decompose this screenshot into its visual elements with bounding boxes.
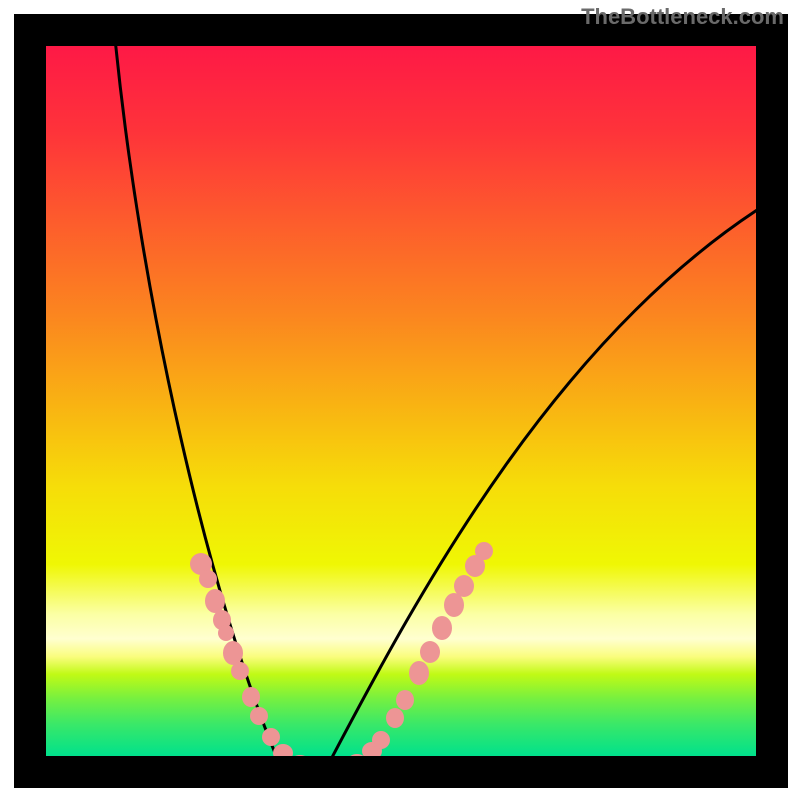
data-dot <box>205 589 225 613</box>
data-dot <box>386 708 404 728</box>
data-dot <box>199 570 217 588</box>
gradient-background <box>46 46 756 756</box>
watermark-text: TheBottleneck.com <box>581 4 784 30</box>
chart-container: { "watermark": { "text": "TheBottleneck.… <box>0 0 800 800</box>
data-dot <box>231 662 249 680</box>
data-dot <box>223 641 243 665</box>
data-dot <box>250 707 268 725</box>
bottleneck-chart <box>0 0 800 800</box>
data-dot <box>372 731 390 749</box>
data-dot <box>454 575 474 597</box>
data-dot <box>475 542 493 560</box>
data-dot <box>420 641 440 663</box>
data-dot <box>444 593 464 617</box>
plot-area <box>30 28 776 773</box>
data-dot <box>242 687 260 707</box>
data-dot <box>409 661 429 685</box>
data-dot <box>262 728 280 746</box>
data-dot <box>432 616 452 640</box>
data-dot <box>396 690 414 710</box>
data-dot <box>218 625 234 641</box>
